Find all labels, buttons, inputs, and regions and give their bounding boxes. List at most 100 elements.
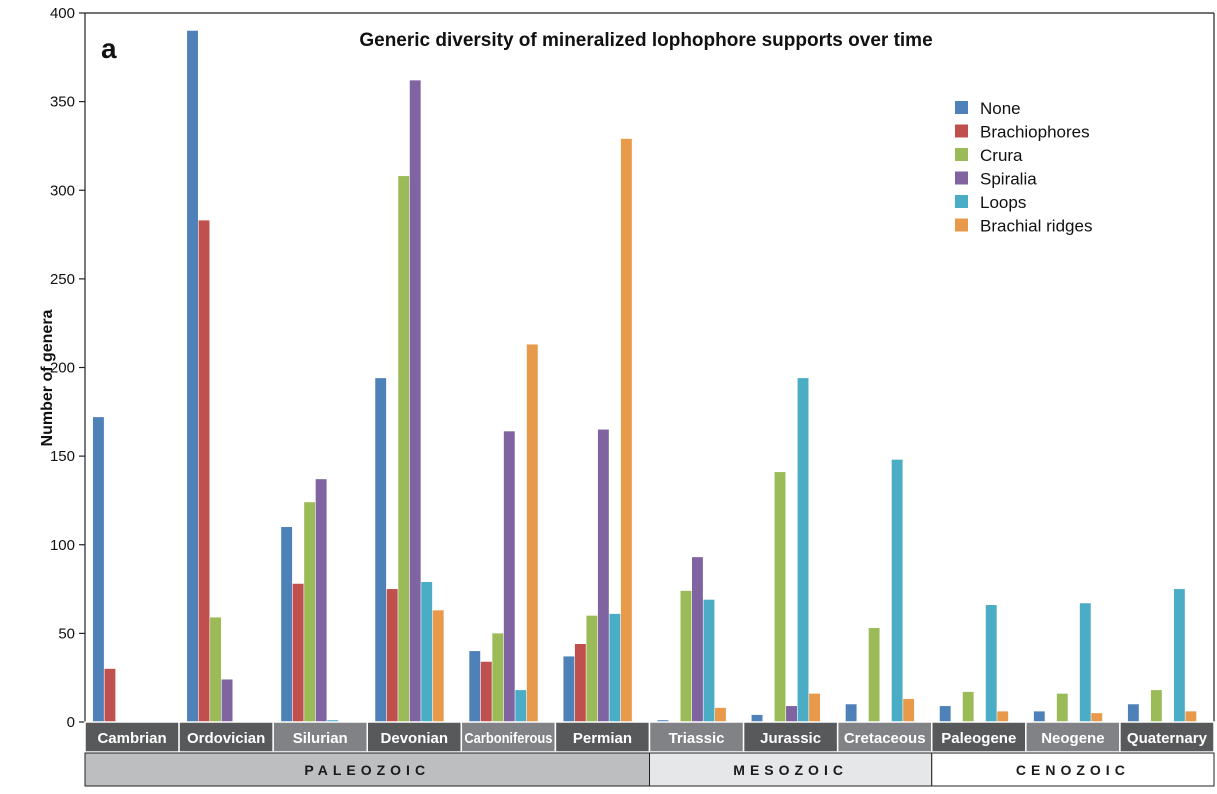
y-tick-label: 150 xyxy=(50,448,75,465)
legend-swatch-brachial-ridges xyxy=(955,218,968,232)
period-label-cambrian: Cambrian xyxy=(97,730,166,747)
y-tick-label: 0 xyxy=(67,714,75,731)
period-label-ordovician: Ordovician xyxy=(187,730,265,747)
period-label-triassic: Triassic xyxy=(669,730,725,747)
era-cell-paleozoic xyxy=(84,752,650,787)
period-cell-cretaceous xyxy=(836,721,933,753)
period-label-permian: Permian xyxy=(573,730,632,747)
y-tick-label: 50 xyxy=(58,625,75,642)
period-label-quaternary: Quaternary xyxy=(1127,730,1208,747)
bar-loops-neogene xyxy=(1079,603,1091,722)
legend-label-crura: Crura xyxy=(980,146,1023,165)
legend-swatch-loops xyxy=(955,195,968,208)
bar-crura-jurassic xyxy=(774,472,786,722)
period-band: Cambrian Ordovician Silurian Devonian Carbon… xyxy=(84,721,1215,787)
period-label-silurian: Silurian xyxy=(293,730,348,747)
legend-label-spiralia: Spiralia xyxy=(980,170,1037,189)
y-tick-label: 400 xyxy=(50,5,75,22)
bar-none-silurian xyxy=(281,527,293,722)
bar-none-devonian xyxy=(375,378,387,722)
period-label-devonian: Devonian xyxy=(381,730,449,747)
bar-crura-triassic xyxy=(680,590,692,722)
bar-loops-paleogene xyxy=(985,605,997,722)
bar-none-quaternary xyxy=(1127,704,1139,722)
bar-brachial-ridges-permian xyxy=(620,138,632,723)
period-label-jurassic: Jurassic xyxy=(760,730,821,747)
bar-crura-carboniferous xyxy=(492,633,504,723)
bar-loops-silurian xyxy=(327,720,339,722)
era-label-mesozoic: MESOZOIC xyxy=(733,762,848,778)
legend-swatch-crura xyxy=(955,148,968,161)
legend-swatch-brachiophores xyxy=(955,124,968,138)
series-spiralia xyxy=(221,80,797,723)
bar-crura-quaternary xyxy=(1150,690,1162,722)
period-cell-permian xyxy=(554,721,651,753)
bar-none-permian xyxy=(563,656,575,722)
bar-loops-carboniferous xyxy=(515,690,527,722)
bar-loops-jurassic xyxy=(797,378,809,722)
bar-brachial-ridges-neogene xyxy=(1091,713,1103,722)
y-axis-title: Number of genera xyxy=(39,309,56,446)
bar-crura-permian xyxy=(586,615,598,722)
legend-label-brachial-ridges: Brachial ridges xyxy=(980,217,1092,236)
bar-none-paleogene xyxy=(939,706,951,722)
bar-brachiophores-permian xyxy=(574,644,586,722)
bar-crura-ordovician xyxy=(210,617,221,722)
bar-loops-triassic xyxy=(703,599,715,722)
bar-spiralia-permian xyxy=(597,429,609,722)
legend-label-none: None xyxy=(980,99,1021,118)
bar-none-cretaceous xyxy=(845,704,857,722)
legend: None Brachiophores Crura Spiralia Loops Brach… xyxy=(955,99,1092,236)
period-cell-triassic xyxy=(648,721,745,753)
bar-brachiophores-cambrian xyxy=(104,668,116,722)
bar-none-neogene xyxy=(1033,711,1045,722)
bar-spiralia-jurassic xyxy=(786,706,797,722)
bar-none-triassic xyxy=(657,720,669,722)
bar-brachiophores-ordovician xyxy=(198,220,210,722)
bar-none-carboniferous xyxy=(469,651,481,722)
period-cell-carboniferous xyxy=(460,721,557,753)
bar-spiralia-silurian xyxy=(315,479,327,722)
period-cell-silurian xyxy=(272,721,369,753)
legend-label-brachiophores: Brachiophores xyxy=(980,123,1090,142)
bar-spiralia-carboniferous xyxy=(503,431,515,722)
period-cell-quaternary xyxy=(1119,721,1215,753)
series-brachial-ridges xyxy=(432,138,1197,723)
bar-spiralia-ordovician xyxy=(221,679,233,722)
period-label-neogene: Neogene xyxy=(1041,730,1104,747)
bar-loops-quaternary xyxy=(1173,589,1185,722)
bar-crura-devonian xyxy=(398,176,410,722)
bar-none-cambrian xyxy=(93,417,104,722)
y-tick-label: 100 xyxy=(50,537,75,554)
era-label-cenozoic: CENOZOIC xyxy=(1016,762,1130,778)
period-label-paleogene: Paleogene xyxy=(941,730,1016,747)
bar-loops-cretaceous xyxy=(891,459,903,722)
bar-brachial-ridges-triassic xyxy=(715,707,726,722)
bar-loops-devonian xyxy=(421,581,433,722)
bar-spiralia-devonian xyxy=(409,80,421,723)
period-cell-paleogene xyxy=(931,721,1027,753)
period-cell-cambrian xyxy=(84,721,180,753)
series-crura xyxy=(210,176,1162,723)
y-axis: 0 50 100 150 200 250 300 350 400 xyxy=(50,5,1215,731)
bar-crura-cretaceous xyxy=(868,628,880,722)
bar-brachiophores-silurian xyxy=(292,583,304,722)
series-brachiophores xyxy=(104,220,586,722)
legend-swatch-none xyxy=(955,101,968,114)
period-label-cretaceous: Cretaceous xyxy=(844,730,926,747)
period-cell-ordovician xyxy=(178,721,274,753)
bar-loops-permian xyxy=(609,613,621,722)
legend-swatch-spiralia xyxy=(955,171,968,185)
legend-label-loops: Loops xyxy=(980,193,1026,212)
bar-crura-paleogene xyxy=(962,691,974,722)
bar-crura-neogene xyxy=(1056,693,1068,722)
bar-brachial-ridges-carboniferous xyxy=(526,344,538,722)
bar-brachiophores-carboniferous xyxy=(480,661,492,722)
bar-brachial-ridges-jurassic xyxy=(809,693,820,722)
era-cell-cenozoic xyxy=(931,752,1215,787)
bar-brachial-ridges-paleogene xyxy=(997,711,1009,722)
era-cell-mesozoic xyxy=(649,752,933,787)
y-tick-label: 200 xyxy=(50,360,75,377)
